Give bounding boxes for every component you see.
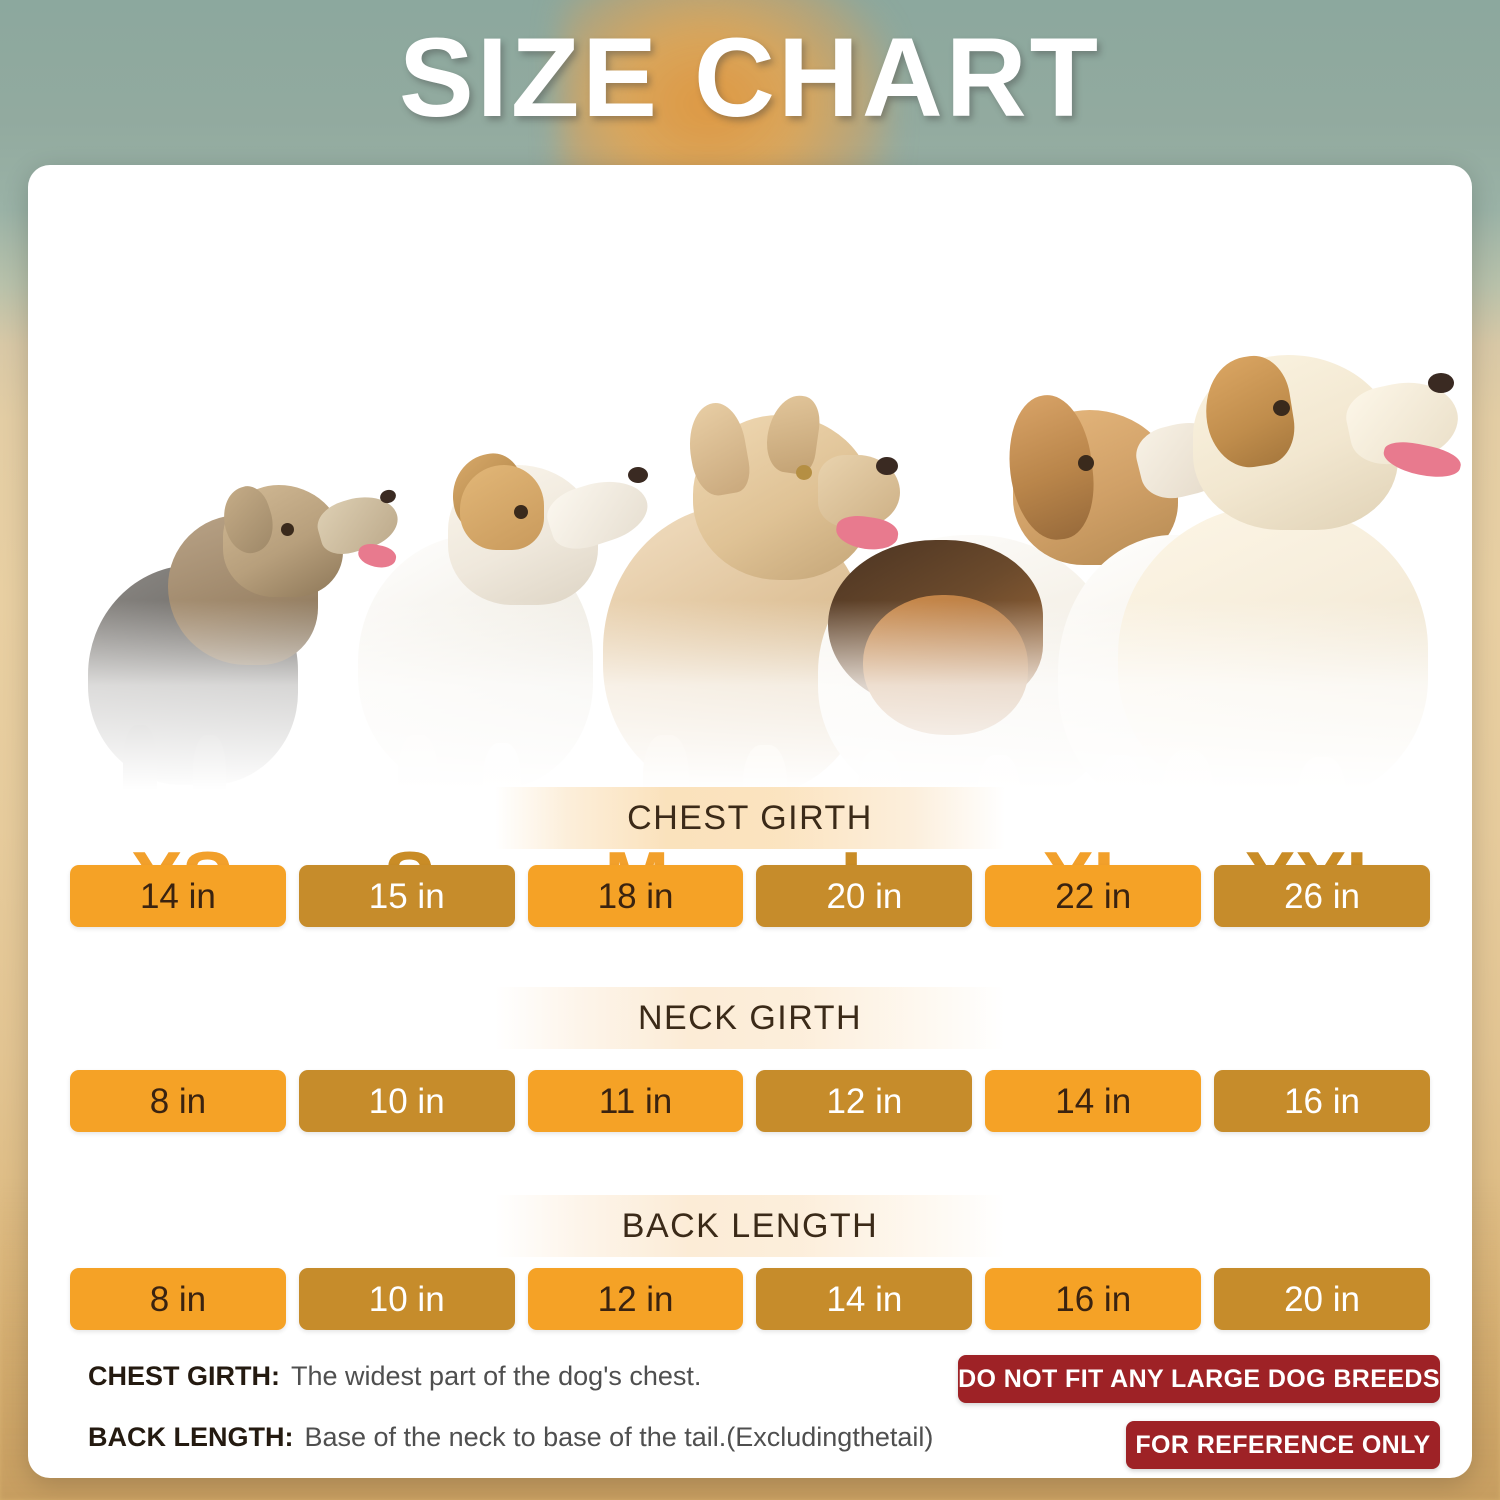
value-row-back-length: 8 in 10 in 12 in 14 in 16 in 20 in <box>70 1268 1430 1330</box>
chest-girth-l: 20 in <box>756 865 973 927</box>
back-length-xs: 8 in <box>70 1268 286 1330</box>
neck-girth-xs: 8 in <box>70 1070 286 1132</box>
section-heading-chest-girth: CHEST GIRTH <box>495 787 1005 849</box>
neck-girth-xl: 14 in <box>985 1070 1202 1132</box>
dog-photo-strip <box>28 165 1472 790</box>
neck-girth-s: 10 in <box>298 1070 515 1132</box>
chest-girth-xs: 14 in <box>70 865 286 927</box>
chest-girth-s: 15 in <box>298 865 515 927</box>
note-chest-girth-value: The widest part of the dog's chest. <box>291 1361 702 1391</box>
back-length-s: 10 in <box>298 1268 515 1330</box>
chest-girth-xl: 22 in <box>985 865 1202 927</box>
back-length-xl: 16 in <box>985 1268 1202 1330</box>
photo-bottom-fade <box>28 600 1472 790</box>
back-length-xxl: 20 in <box>1214 1268 1430 1330</box>
note-chest-girth: CHEST GIRTH: The widest part of the dog'… <box>88 1361 1028 1392</box>
back-length-m: 12 in <box>527 1268 744 1330</box>
neck-girth-l: 12 in <box>756 1070 973 1132</box>
size-chart-card: XS S M L XL XXL CHEST GIRTH 14 in 15 in … <box>28 165 1472 1478</box>
section-heading-back-length: BACK LENGTH <box>495 1195 1005 1257</box>
chest-girth-m: 18 in <box>527 865 744 927</box>
note-back-length-value: Base of the neck to base of the tail.(Ex… <box>304 1422 934 1452</box>
value-row-chest-girth: 14 in 15 in 18 in 20 in 22 in 26 in <box>70 865 1430 927</box>
badge-reference-only: FOR REFERENCE ONLY <box>1126 1421 1440 1469</box>
value-row-neck-girth: 8 in 10 in 11 in 12 in 14 in 16 in <box>70 1070 1430 1132</box>
badge-no-large-breeds: DO NOT FIT ANY LARGE DOG BREEDS <box>958 1355 1440 1403</box>
chest-girth-xxl: 26 in <box>1214 865 1430 927</box>
note-chest-girth-key: CHEST GIRTH: <box>88 1361 280 1391</box>
note-back-length: BACK LENGTH: Base of the neck to base of… <box>88 1422 1028 1453</box>
page-title: SIZE CHART <box>399 15 1101 140</box>
note-back-length-key: BACK LENGTH: <box>88 1422 294 1452</box>
section-heading-neck-girth: NECK GIRTH <box>495 987 1005 1049</box>
back-length-l: 14 in <box>756 1268 973 1330</box>
neck-girth-m: 11 in <box>527 1070 744 1132</box>
measurement-notes: CHEST GIRTH: The widest part of the dog'… <box>88 1361 1028 1478</box>
neck-girth-xxl: 16 in <box>1214 1070 1430 1132</box>
